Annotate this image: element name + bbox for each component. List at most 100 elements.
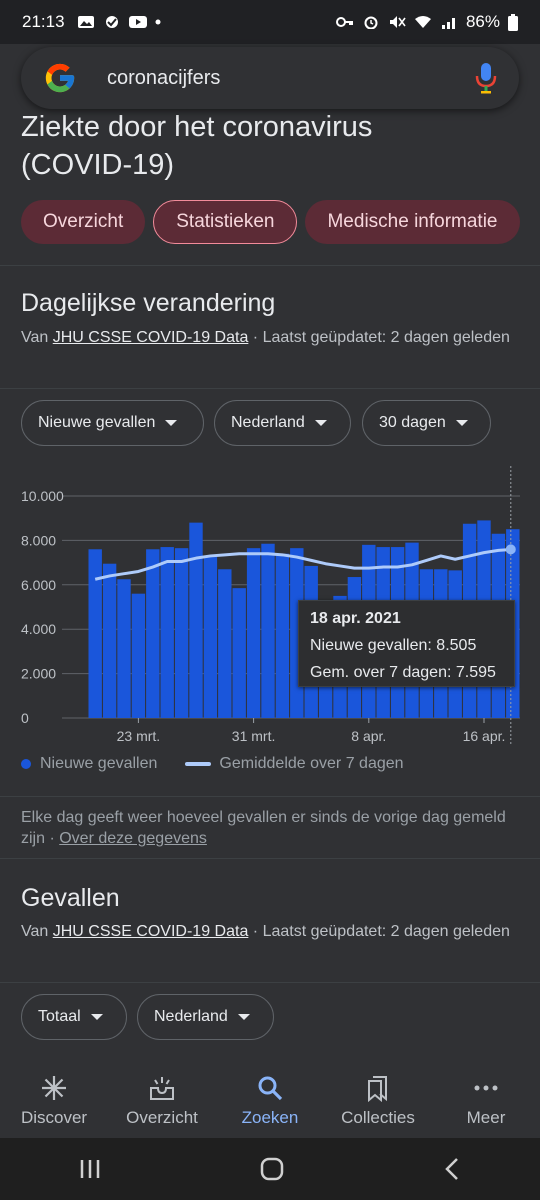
about-data-link[interactable]: Over deze gegevens [59, 830, 207, 847]
legend-line-swatch [185, 762, 212, 766]
app-notification-icon [105, 16, 118, 28]
cases-region-dropdown-label: Nederland [154, 1008, 228, 1025]
x-tick-label: 23 mrt. [117, 728, 161, 744]
battery-percentage: 86% [465, 12, 500, 31]
note-text: Elke dag geeft weer hoeveel gevallen er … [21, 809, 506, 847]
source-link[interactable]: JHU CSSE COVID-19 Data [52, 923, 249, 940]
nav-zoeken-label: Zoeken [241, 1108, 299, 1127]
y-tick-label: 2.000 [21, 666, 56, 682]
back-icon[interactable] [442, 1157, 462, 1181]
gallery-icon [77, 16, 94, 28]
nav-overzicht-label: Overzicht [126, 1108, 198, 1127]
google-logo-icon[interactable] [43, 61, 77, 95]
source-updated: · Laatst geüpdatet: 2 dagen geleden [248, 329, 510, 346]
source-link[interactable]: JHU CSSE COVID-19 Data [52, 329, 249, 346]
bar [117, 579, 131, 718]
daily-change-title: Dagelijkse verandering [21, 289, 276, 317]
bookmarks-icon [368, 1076, 387, 1102]
note-separator: · [45, 830, 60, 847]
nav-meer-label: Meer [466, 1108, 506, 1127]
search-icon [258, 1076, 283, 1101]
bar [189, 522, 203, 718]
recent-apps-icon[interactable] [78, 1158, 102, 1180]
alarm-icon [364, 16, 378, 29]
y-tick-label: 6.000 [21, 577, 56, 593]
system-navigation-bar [0, 1138, 540, 1200]
bottom-navigation: Discover Overzicht Zoeken Collecties Mee… [0, 1062, 540, 1138]
tab-statistieken[interactable]: Statistieken [153, 200, 298, 244]
nav-zoeken[interactable]: Zoeken [216, 1062, 324, 1138]
total-dropdown-label: Totaal [38, 1008, 81, 1025]
chart-legend: Nieuwe gevallen Gemiddelde over 7 dagen [21, 755, 404, 773]
bar [174, 548, 189, 718]
y-tick-label: 4.000 [21, 621, 56, 637]
page-title: Ziekte door het coronavirus (COVID-19) [21, 108, 521, 186]
region-dropdown[interactable]: Nederland [214, 400, 351, 446]
nav-collecties[interactable]: Collecties [324, 1062, 432, 1138]
nav-discover-label: Discover [20, 1108, 88, 1127]
caret-down-icon [90, 1014, 103, 1020]
nav-discover[interactable]: Discover [0, 1062, 108, 1138]
tooltip-7day-average: Gem. over 7 dagen: 7.595 [310, 664, 496, 681]
nav-overzicht[interactable]: Overzicht [108, 1062, 216, 1138]
home-icon[interactable] [259, 1156, 285, 1182]
divider [0, 265, 540, 266]
period-dropdown-label: 30 dagen [379, 414, 446, 431]
tooltip-date: 18 apr. 2021 [310, 610, 401, 627]
chart-tooltip: 18 apr. 2021 Nieuwe gevallen: 8.505 Gem.… [298, 600, 515, 687]
mute-icon [389, 16, 406, 28]
metric-dropdown[interactable]: Nieuwe gevallen [21, 400, 204, 446]
legend-line-label: Gemiddelde over 7 dagen [219, 755, 404, 772]
bar [232, 588, 246, 718]
average-line [94, 547, 513, 581]
youtube-icon [128, 16, 147, 28]
status-time: 21:13 [22, 12, 65, 31]
status-right-icons: 86% [335, 12, 518, 32]
signal-icon [441, 18, 455, 29]
asterisk-icon [42, 1076, 66, 1100]
page-title-line1: Ziekte door het coronavirus [21, 111, 373, 143]
x-tick-label: 16 apr. [463, 728, 506, 744]
bar [218, 569, 232, 718]
microphone-icon[interactable] [475, 62, 497, 94]
y-tick-label: 8.000 [21, 532, 56, 548]
nav-collecties-label: Collecties [341, 1108, 415, 1127]
cases-title: Gevallen [21, 884, 120, 912]
legend-bars-swatch [21, 759, 31, 769]
x-tick-label: 8 apr. [351, 728, 386, 744]
search-query[interactable]: coronacijfers [107, 66, 221, 89]
caret-down-icon [314, 420, 327, 426]
search-bar[interactable]: coronacijfers [21, 47, 519, 109]
hover-point [505, 544, 516, 555]
bar [261, 543, 275, 718]
total-dropdown[interactable]: Totaal [21, 994, 127, 1040]
bar [246, 548, 261, 718]
more-notifications-dot-icon [155, 19, 161, 25]
source-prefix: Van [21, 329, 53, 346]
divider [0, 796, 540, 797]
bar [102, 563, 117, 718]
metric-dropdown-label: Nieuwe gevallen [38, 414, 156, 431]
divider [0, 388, 540, 389]
cases-source-line: Van JHU CSSE COVID-19 Data · Laatst geüp… [21, 920, 511, 943]
bar [275, 553, 290, 718]
tooltip-new-cases: Nieuwe gevallen: 8.505 [310, 637, 477, 654]
y-tick-label: 0 [21, 710, 29, 726]
caret-down-icon [237, 1014, 250, 1020]
legend-bars-label: Nieuwe gevallen [40, 755, 158, 772]
topic-tabs: Overzicht Statistieken Medische informat… [0, 200, 540, 246]
source-updated: · Laatst geüpdatet: 2 dagen geleden [248, 923, 510, 940]
period-dropdown[interactable]: 30 dagen [362, 400, 491, 446]
nav-meer[interactable]: Meer [432, 1062, 540, 1138]
caret-down-icon [165, 420, 178, 426]
status-bar: 21:13 86% [0, 0, 540, 44]
chart-note: Elke dag geeft weer hoeveel gevallen er … [21, 807, 521, 849]
bar [203, 557, 218, 718]
divider [0, 858, 540, 859]
daily-source-line: Van JHU CSSE COVID-19 Data · Laatst geüp… [21, 326, 511, 349]
page-title-line2: (COVID-19) [21, 149, 175, 181]
tab-overzicht[interactable]: Overzicht [21, 200, 146, 244]
tab-medische-informatie[interactable]: Medische informatie [305, 200, 520, 244]
cases-region-dropdown[interactable]: Nederland [137, 994, 274, 1040]
divider [0, 982, 540, 983]
